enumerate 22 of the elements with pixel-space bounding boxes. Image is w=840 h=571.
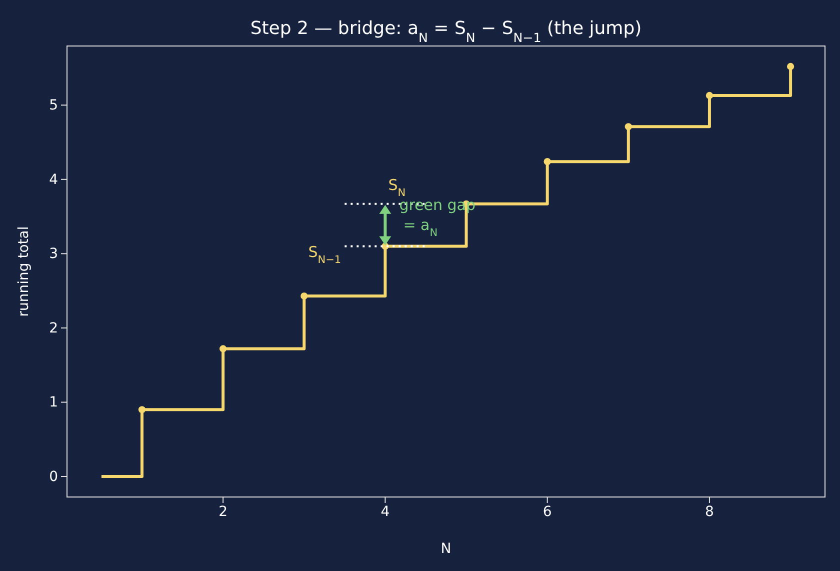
y-tick-label: 4 [49,172,58,188]
y-tick-label: 3 [49,246,58,262]
x-tick-label: 4 [380,504,390,520]
point [544,158,551,166]
x-axis-title: N [440,541,452,557]
annotation: S$_{N}$ [388,176,406,199]
chart-title: Step 2 — bridge: a$_{N}$ = S$_{N}$ − S$_{N−1}$ (the jump) [250,18,642,44]
point [786,62,794,70]
point [219,345,227,352]
y-tick-label: 5 [49,98,58,114]
annotation: S$_{N−1}$ [308,243,342,266]
y-axis-title: running total [16,226,32,317]
point [138,406,146,414]
point [624,123,632,130]
y-tick-label: 0 [49,468,58,485]
x-tick-label: 8 [705,504,714,520]
point [706,92,714,100]
point [300,292,308,300]
x-tick-label: 2 [218,504,228,520]
y-tick-label: 2 [49,320,58,336]
x-tick-label: 6 [542,504,552,520]
y-tick-label: 1 [49,394,58,411]
